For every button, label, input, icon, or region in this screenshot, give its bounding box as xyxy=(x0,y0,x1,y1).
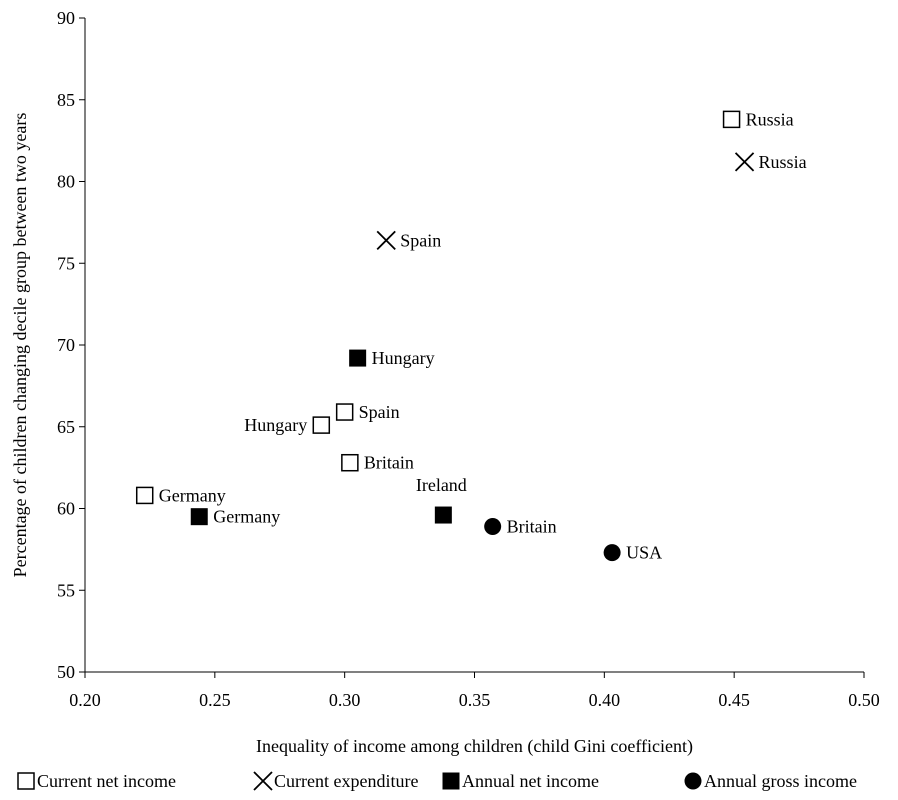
legend-marker-cross xyxy=(253,771,273,791)
legend: Current net income Current expenditure Ann… xyxy=(17,771,857,791)
x-tick-label: 0.45 xyxy=(718,690,750,710)
data-point-cross xyxy=(734,152,755,172)
data-label: Britain xyxy=(507,516,557,536)
data-point-filled-circle xyxy=(484,517,502,535)
data-point-filled-circle xyxy=(603,544,621,562)
legend-marker-open-square xyxy=(17,772,35,790)
x-tick-label: 0.30 xyxy=(329,690,361,710)
x-tick-label: 0.35 xyxy=(459,690,491,710)
y-tick-label: 55 xyxy=(57,580,75,600)
y-tick-label: 85 xyxy=(57,90,75,110)
data-label: Hungary xyxy=(372,348,435,368)
data-label: Russia xyxy=(746,109,794,129)
data-label: Britain xyxy=(364,453,414,473)
data-point-open-square xyxy=(335,403,354,421)
x-axis-ticks: 0.20 0.25 0.30 0.35 0.40 0.45 0.50 xyxy=(69,672,880,710)
data-label: Spain xyxy=(359,402,400,422)
x-axis-title: Inequality of income among children (chi… xyxy=(256,736,693,757)
x-tick-label: 0.20 xyxy=(69,690,101,710)
legend-label: Current net income xyxy=(37,771,176,791)
y-axis-ticks: 50 55 60 65 70 75 80 85 90 xyxy=(57,8,85,682)
x-tick-label: 0.25 xyxy=(199,690,231,710)
legend-marker-filled-circle xyxy=(684,772,702,790)
legend-label: Annual net income xyxy=(462,771,599,791)
y-tick-label: 70 xyxy=(57,335,75,355)
legend-label: Current expenditure xyxy=(274,771,418,791)
legend-marker-filled-square xyxy=(442,772,460,790)
data-label: Germany xyxy=(213,507,280,527)
data-point-filled-square xyxy=(349,349,367,367)
data-point-open-square xyxy=(135,486,154,505)
y-tick-label: 75 xyxy=(57,253,75,273)
data-point-open-square xyxy=(341,453,359,472)
data-point-open-square xyxy=(312,416,331,434)
data-label: Ireland xyxy=(416,475,467,495)
y-tick-label: 65 xyxy=(57,417,75,437)
data-label: Hungary xyxy=(244,415,307,435)
x-tick-label: 0.50 xyxy=(848,690,880,710)
data-label: Russia xyxy=(759,152,807,172)
data-point-filled-square xyxy=(434,506,452,524)
data-point-open-square xyxy=(722,110,741,129)
y-tick-label: 50 xyxy=(57,662,75,682)
x-tick-label: 0.40 xyxy=(589,690,621,710)
data-points: Germany Hungary Spain Britain Russia Spain Rus… xyxy=(135,109,807,563)
data-label: Germany xyxy=(159,485,226,505)
y-tick-label: 80 xyxy=(57,172,75,192)
y-axis-title: Percentage of children changing decile g… xyxy=(10,113,30,578)
legend-label: Annual gross income xyxy=(704,771,857,791)
data-label: USA xyxy=(626,543,662,563)
y-tick-label: 60 xyxy=(57,499,75,519)
y-tick-label: 90 xyxy=(57,8,75,28)
data-point-cross xyxy=(376,230,396,250)
data-point-filled-square xyxy=(190,508,208,526)
data-label: Spain xyxy=(400,230,441,250)
